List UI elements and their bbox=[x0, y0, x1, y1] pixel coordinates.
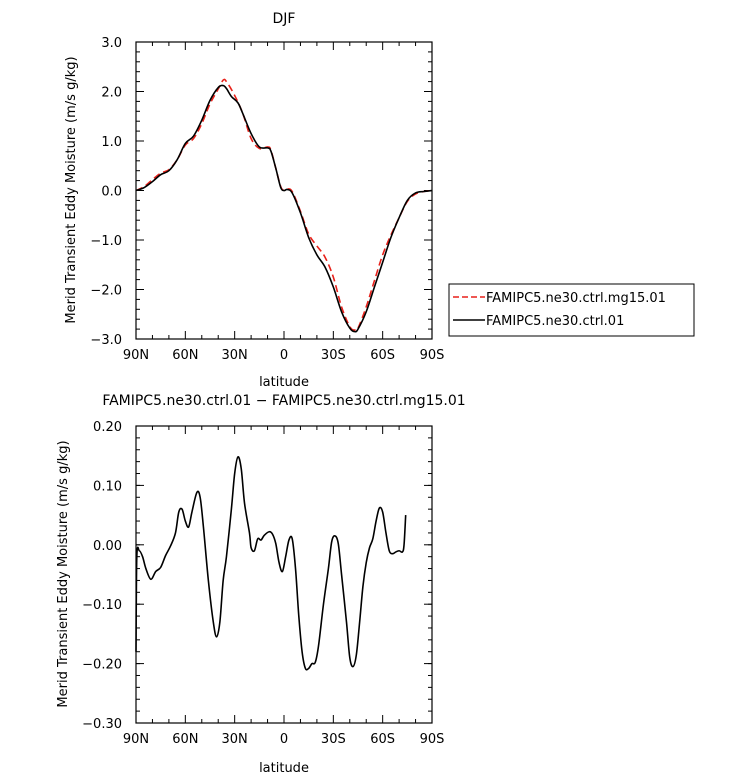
top-x-axis-label: latitude bbox=[259, 375, 309, 390]
legend-label-mg15: FAMIPC5.ne30.ctrl.mg15.01 bbox=[486, 291, 666, 306]
top-x-tick-label: 60N bbox=[172, 348, 198, 363]
bottom-plot-frame bbox=[135, 425, 433, 724]
top-y-tick-label: 2.0 bbox=[101, 86, 122, 101]
top-y-tick-label: 3.0 bbox=[101, 36, 122, 51]
bottom-x-tick-label: 90N bbox=[123, 732, 149, 747]
top-ticks: 90N 60N 30N 0 30S 60S 90S 3.0 2.0 1.0 0.0 −1.0 −2.0 −… bbox=[90, 36, 444, 363]
top-chart-title: DJF bbox=[273, 11, 296, 27]
bottom-y-tick-label: 0.00 bbox=[93, 539, 122, 554]
bottom-y-axis-label: Merid Transient Eddy Moisture (m/s g/kg) bbox=[56, 440, 71, 707]
bottom-x-tick-label: 30N bbox=[222, 732, 248, 747]
bottom-y-tick-label: −0.20 bbox=[82, 658, 122, 673]
top-x-tick-label: 60S bbox=[370, 348, 395, 363]
bottom-x-tick-label: 0 bbox=[280, 732, 288, 747]
bottom-y-tick-label: −0.30 bbox=[82, 717, 122, 732]
bottom-x-tick-label: 60N bbox=[172, 732, 198, 747]
bottom-y-tick-label: 0.20 bbox=[93, 420, 122, 435]
top-plot-frame bbox=[135, 41, 433, 340]
bottom-series-line-0 bbox=[135, 456, 407, 671]
top-y-tick-label: 0.0 bbox=[101, 185, 122, 200]
top-x-tick-label: 30S bbox=[321, 348, 346, 363]
bottom-y-tick-label: 0.10 bbox=[93, 479, 122, 494]
top-x-tick-label: 90N bbox=[123, 348, 149, 363]
top-x-tick-label: 30N bbox=[222, 348, 248, 363]
bottom-ticks: 90N 60N 30N 0 30S 60S 90S 0.20 0.10 0.00 −0.10 −0.2… bbox=[82, 420, 444, 747]
top-y-tick-label: −2.0 bbox=[90, 284, 122, 299]
top-series-line-1 bbox=[135, 84, 433, 333]
bottom-y-tick-label: −0.10 bbox=[82, 598, 122, 613]
legend-label-ctrl: FAMIPC5.ne30.ctrl.01 bbox=[486, 314, 624, 329]
bottom-x-tick-label: 30S bbox=[321, 732, 346, 747]
top-panel: DJF Merid Transient Eddy Moisture (m/s g… bbox=[64, 11, 444, 390]
top-series-line-0 bbox=[135, 78, 433, 332]
top-y-tick-label: −3.0 bbox=[90, 333, 122, 348]
legend-box bbox=[448, 283, 695, 337]
legend: FAMIPC5.ne30.ctrl.mg15.01 FAMIPC5.ne30.c… bbox=[448, 283, 695, 337]
bottom-series-lines bbox=[135, 456, 407, 671]
bottom-panel: FAMIPC5.ne30.ctrl.01 − FAMIPC5.ne30.ctrl… bbox=[56, 393, 466, 776]
top-y-axis-label: Merid Transient Eddy Moisture (m/s g/kg) bbox=[64, 56, 79, 323]
top-series-lines bbox=[135, 78, 433, 333]
bottom-x-tick-label: 90S bbox=[420, 732, 445, 747]
bottom-x-tick-label: 60S bbox=[370, 732, 395, 747]
top-x-tick-label: 90S bbox=[420, 348, 445, 363]
top-x-tick-label: 0 bbox=[280, 348, 288, 363]
top-y-tick-label: −1.0 bbox=[90, 234, 122, 249]
top-y-tick-label: 1.0 bbox=[101, 135, 122, 150]
bottom-chart-title: FAMIPC5.ne30.ctrl.01 − FAMIPC5.ne30.ctrl… bbox=[102, 393, 465, 409]
bottom-x-axis-label: latitude bbox=[259, 761, 309, 776]
